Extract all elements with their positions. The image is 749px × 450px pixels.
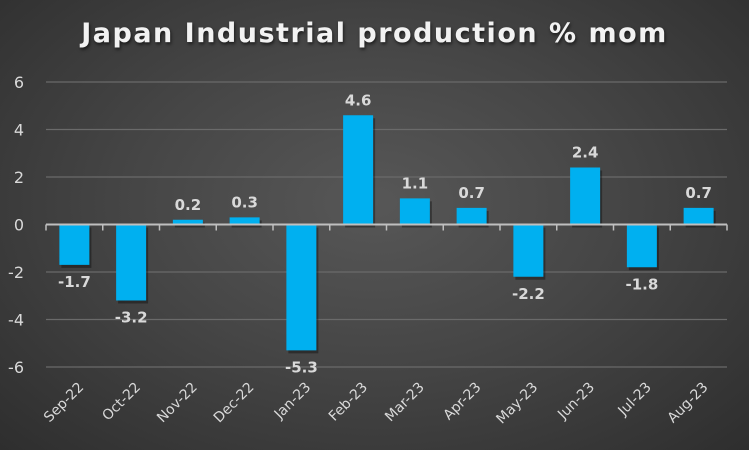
bar bbox=[626, 224, 657, 268]
x-tick-label: Aug-23 bbox=[665, 380, 712, 427]
y-tick-label: 4 bbox=[14, 121, 24, 140]
data-label: -5.3 bbox=[285, 358, 318, 376]
data-label: 0.3 bbox=[231, 193, 258, 211]
bar bbox=[286, 224, 317, 351]
x-axis bbox=[45, 223, 728, 231]
y-tick-label: 6 bbox=[14, 73, 24, 92]
data-labels: -1.7 -3.2 0.2 0.3 -5.3 4.6 1.1 0.7 -2.2 2.4 -1.8 0.… bbox=[58, 91, 712, 376]
y-tick-label: 2 bbox=[14, 168, 24, 187]
bar bbox=[116, 224, 147, 301]
gridlines bbox=[46, 81, 727, 368]
bars bbox=[59, 115, 716, 354]
bar bbox=[229, 217, 260, 225]
bar bbox=[343, 115, 374, 225]
x-tick-label: Feb-23 bbox=[326, 380, 371, 425]
x-tick-label: Nov-22 bbox=[154, 380, 201, 427]
y-tick-label: -6 bbox=[8, 358, 24, 377]
bar bbox=[683, 207, 714, 225]
bar bbox=[513, 224, 544, 277]
bar bbox=[172, 219, 203, 225]
y-tick-label: 0 bbox=[14, 216, 24, 235]
data-label: 0.7 bbox=[458, 184, 485, 202]
x-tick-label: Jun-23 bbox=[554, 380, 598, 424]
bar bbox=[59, 224, 90, 265]
x-tick-label: Sep-22 bbox=[41, 380, 87, 426]
data-label: -2.2 bbox=[512, 285, 545, 303]
x-tick-label: Oct-22 bbox=[99, 380, 144, 425]
data-label: -1.8 bbox=[625, 275, 658, 293]
x-tick-label: May-23 bbox=[493, 380, 541, 428]
y-axis: -6 -4 -2 0 2 4 6 bbox=[8, 73, 24, 377]
data-label: 2.4 bbox=[572, 144, 599, 162]
data-label: -3.2 bbox=[115, 309, 148, 327]
x-tick-label: Dec-22 bbox=[211, 380, 258, 427]
bar bbox=[570, 167, 601, 225]
data-label: -1.7 bbox=[58, 273, 91, 291]
bar bbox=[399, 198, 430, 225]
data-label: 1.1 bbox=[402, 174, 429, 192]
bar bbox=[456, 207, 487, 225]
data-label: 0.7 bbox=[685, 184, 712, 202]
data-label: 4.6 bbox=[345, 91, 372, 109]
x-tick-label: Jan-23 bbox=[271, 380, 314, 423]
x-tick-label: Apr-23 bbox=[440, 380, 484, 424]
x-tick-labels: Sep-22 Oct-22 Nov-22 Dec-22 Jan-23 Feb-23 Mar-… bbox=[41, 380, 711, 428]
y-tick-label: -2 bbox=[8, 263, 24, 282]
data-label: 0.2 bbox=[175, 196, 202, 214]
x-tick-label: Mar-23 bbox=[382, 380, 428, 426]
x-tick-label: Jul-23 bbox=[615, 380, 655, 420]
y-tick-label: -4 bbox=[8, 311, 24, 330]
chart-title: Japan Industrial production % mom bbox=[81, 18, 668, 49]
